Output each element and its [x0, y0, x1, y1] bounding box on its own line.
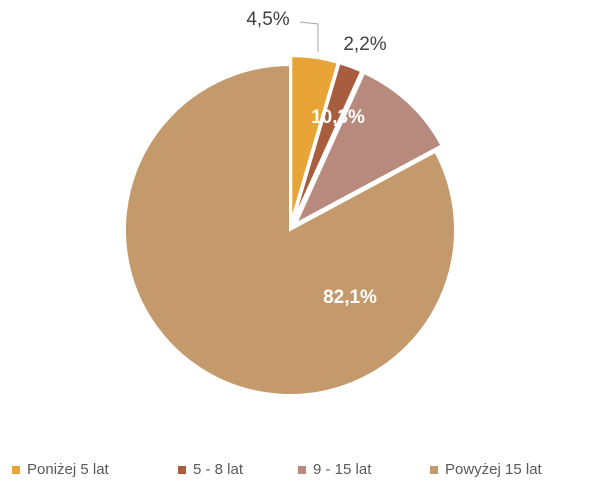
legend-marker: [178, 466, 186, 474]
legend-label: Poniżej 5 lat: [27, 461, 110, 478]
pie-slice: [294, 71, 443, 226]
legend-label: 5 - 8 lat: [193, 461, 244, 478]
leader-line: [299, 21, 319, 52]
data-label: 10,3%: [311, 107, 365, 128]
legend-label: Powyżej 15 lat: [445, 461, 543, 478]
data-label: 82,1%: [323, 287, 377, 308]
pie-slice: [292, 61, 363, 222]
pie-slice: [124, 63, 456, 396]
data-label: 2,2%: [343, 34, 386, 55]
legend-label: 9 - 15 lat: [313, 461, 372, 478]
legend-marker: [298, 466, 306, 474]
legend-marker: [430, 466, 438, 474]
legend-marker: [12, 466, 20, 474]
data-label: 4,5%: [246, 9, 289, 30]
pie-slice: [290, 55, 339, 222]
